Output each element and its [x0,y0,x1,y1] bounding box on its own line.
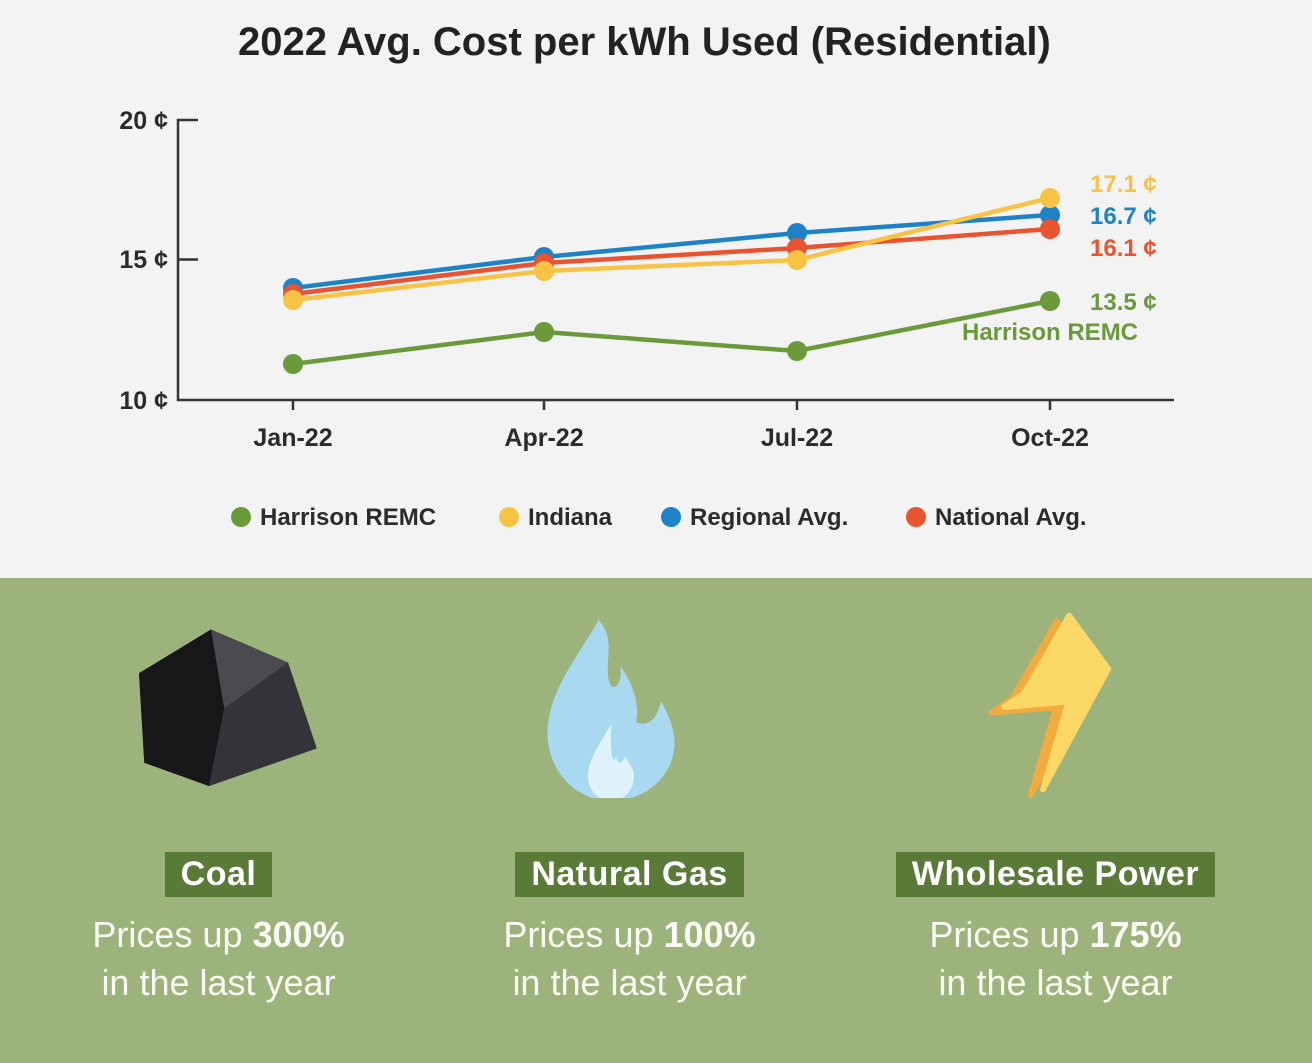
svg-text:17.1 ¢: 17.1 ¢ [1090,171,1157,198]
svg-text:National Avg.: National Avg. [935,504,1087,531]
svg-text:Jan-22: Jan-22 [253,424,332,452]
svg-text:Indiana: Indiana [528,504,613,531]
svg-text:20 ¢: 20 ¢ [119,107,168,135]
svg-text:Harrison REMC: Harrison REMC [962,319,1138,346]
svg-text:15 ¢: 15 ¢ [119,246,168,274]
svg-text:Oct-22: Oct-22 [1011,424,1089,452]
svg-text:10 ¢: 10 ¢ [119,387,168,415]
svg-text:Jul-22: Jul-22 [761,424,833,452]
svg-text:Regional Avg.: Regional Avg. [690,504,848,531]
svg-text:13.5 ¢: 13.5 ¢ [1090,289,1157,316]
svg-text:16.7 ¢: 16.7 ¢ [1090,203,1157,230]
svg-text:Apr-22: Apr-22 [504,424,583,452]
svg-text:16.1 ¢: 16.1 ¢ [1090,235,1157,262]
svg-text:Harrison REMC: Harrison REMC [260,504,436,531]
